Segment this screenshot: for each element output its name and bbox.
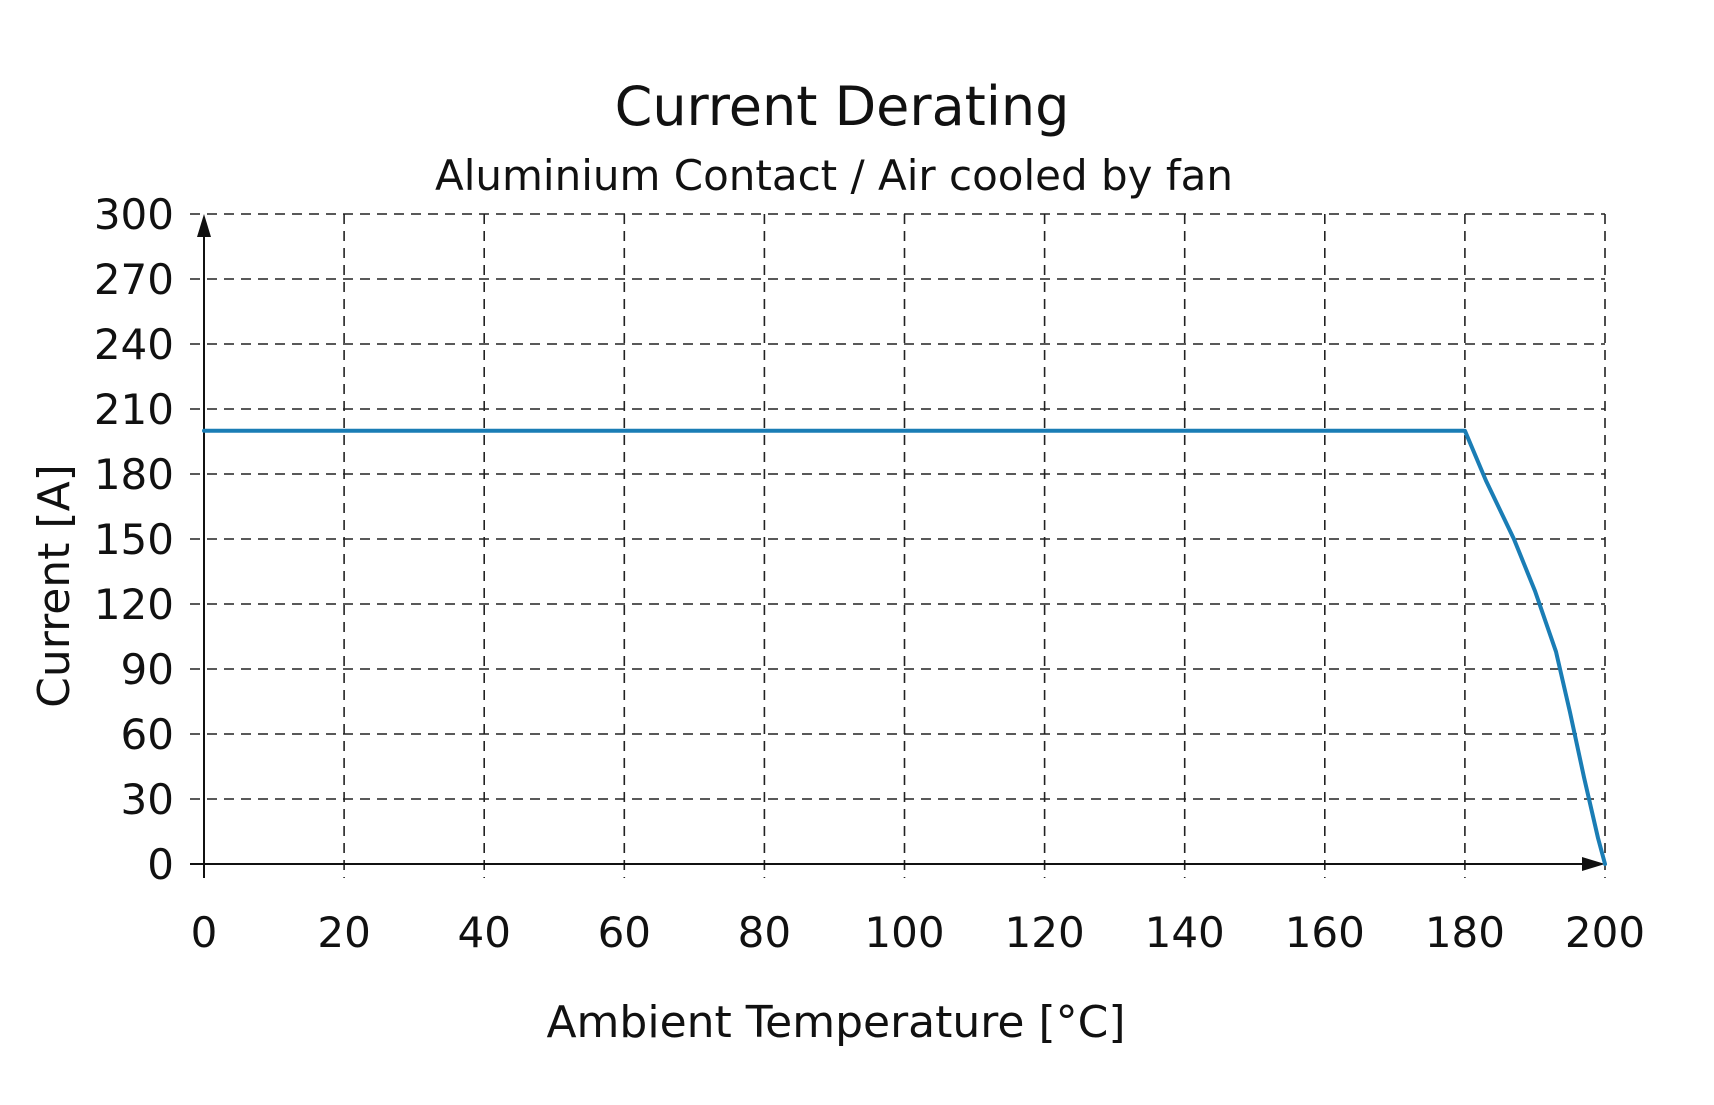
x-tick-label: 140 <box>1145 908 1225 957</box>
y-axis-arrow-icon <box>197 214 211 237</box>
x-tick-label: 160 <box>1285 908 1365 957</box>
y-tick-label: 240 <box>94 320 174 369</box>
y-tick-labels: 0 30 60 90 120 150 180 210 240 270 300 <box>94 190 174 889</box>
y-tick-label: 0 <box>147 840 174 889</box>
axes <box>190 214 1605 878</box>
y-tick-label: 300 <box>94 190 174 239</box>
x-tick-label: 120 <box>1005 908 1085 957</box>
grid <box>190 213 1606 878</box>
x-axis-label: Ambient Temperature [°C] <box>546 997 1125 1048</box>
y-tick-label: 150 <box>94 515 174 564</box>
x-tick-label: 20 <box>317 908 370 957</box>
x-tick-label: 180 <box>1425 908 1505 957</box>
y-tick-label: 120 <box>94 580 174 629</box>
y-tick-label: 180 <box>94 450 174 499</box>
y-tick-label: 60 <box>121 710 174 759</box>
chart-subtitle: Aluminium Contact / Air cooled by fan <box>435 151 1233 200</box>
y-tick-label: 30 <box>121 775 174 824</box>
x-tick-label: 100 <box>864 908 944 957</box>
x-tick-label: 200 <box>1565 908 1645 957</box>
series-line-1 <box>202 428 1607 866</box>
y-tick-label: 90 <box>121 645 174 694</box>
x-tick-labels: 0 20 40 60 80 100 120 140 160 180 200 <box>191 908 1645 957</box>
chart-title: Current Derating <box>615 75 1070 138</box>
x-tick-label: 40 <box>457 908 510 957</box>
y-tick-label: 210 <box>94 385 174 434</box>
y-axis-label: Current [A] <box>29 464 80 708</box>
x-tick-label: 60 <box>598 908 651 957</box>
y-tick-label: 270 <box>94 255 174 304</box>
series-layer <box>202 428 1607 866</box>
x-axis-arrow-icon <box>1582 857 1605 871</box>
x-tick-label: 0 <box>191 908 218 957</box>
x-tick-label: 80 <box>738 908 791 957</box>
